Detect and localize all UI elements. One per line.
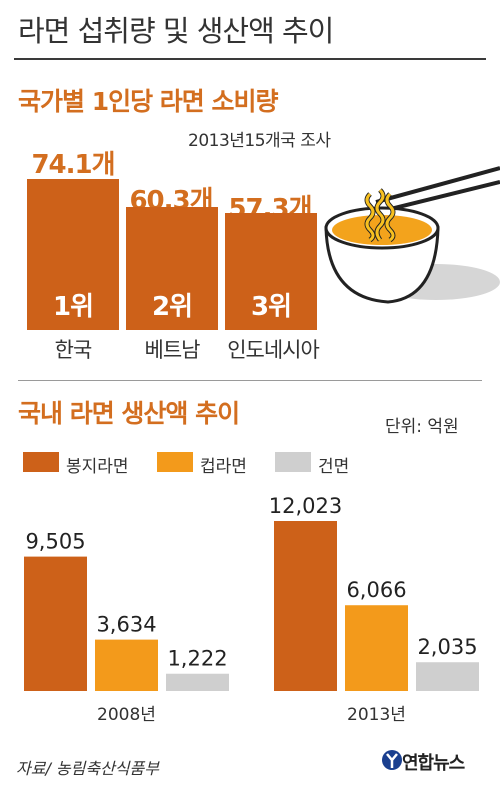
production-bar bbox=[416, 662, 479, 691]
chart1-title: 국가별 1인당 라면 소비량 bbox=[18, 87, 279, 116]
production-value-label: 2,035 bbox=[417, 635, 477, 659]
production-bar bbox=[95, 639, 158, 691]
bar-indonesia bbox=[225, 213, 317, 330]
production-value-label: 6,066 bbox=[346, 578, 406, 602]
production-bar bbox=[24, 556, 87, 691]
rank-label: 2위 bbox=[151, 292, 193, 322]
production-value-label: 9,505 bbox=[25, 530, 85, 554]
bar-korea bbox=[27, 179, 119, 330]
rank-label: 1위 bbox=[52, 292, 94, 322]
yonhap-logo-icon bbox=[382, 750, 402, 770]
brand-name: 연합뉴스 bbox=[402, 753, 465, 774]
category-label: 인도네시아 bbox=[227, 338, 320, 362]
source-note: 자료/ 농림축산식품부 bbox=[16, 759, 159, 778]
category-label: 베트남 bbox=[144, 338, 201, 362]
bar-value-label: 74.1개 bbox=[31, 150, 115, 180]
production-value-label: 12,023 bbox=[269, 494, 342, 518]
legend-swatch-dry bbox=[275, 452, 311, 472]
chart1-subtitle: 2013년15개국 조사 bbox=[188, 131, 331, 151]
legend-label: 건면 bbox=[318, 457, 350, 477]
legend-swatch-bag bbox=[23, 452, 59, 472]
year-label: 2008년 bbox=[97, 705, 156, 725]
production-bar bbox=[166, 673, 229, 691]
page-title: 라면 섭취량 및 생산액 추이 bbox=[18, 14, 334, 48]
production-value-label: 1,222 bbox=[167, 647, 227, 671]
legend-label: 컵라면 bbox=[200, 457, 247, 477]
legend-swatch-cup bbox=[157, 452, 193, 472]
production-bar bbox=[345, 605, 408, 691]
year-label: 2013년 bbox=[347, 705, 406, 725]
bar-vietnam bbox=[126, 207, 218, 330]
production-value-label: 3,634 bbox=[96, 613, 156, 637]
production-bar bbox=[274, 521, 337, 691]
noodle-bowl-illustration bbox=[324, 166, 500, 304]
section-divider bbox=[18, 380, 482, 381]
legend-label: 봉지라면 bbox=[66, 457, 129, 477]
category-label: 한국 bbox=[54, 338, 93, 362]
unit-label: 단위: 억원 bbox=[385, 417, 459, 437]
rank-label: 3위 bbox=[250, 292, 292, 322]
title-divider bbox=[14, 58, 486, 60]
chart2-title: 국내 라면 생산액 추이 bbox=[18, 399, 240, 428]
